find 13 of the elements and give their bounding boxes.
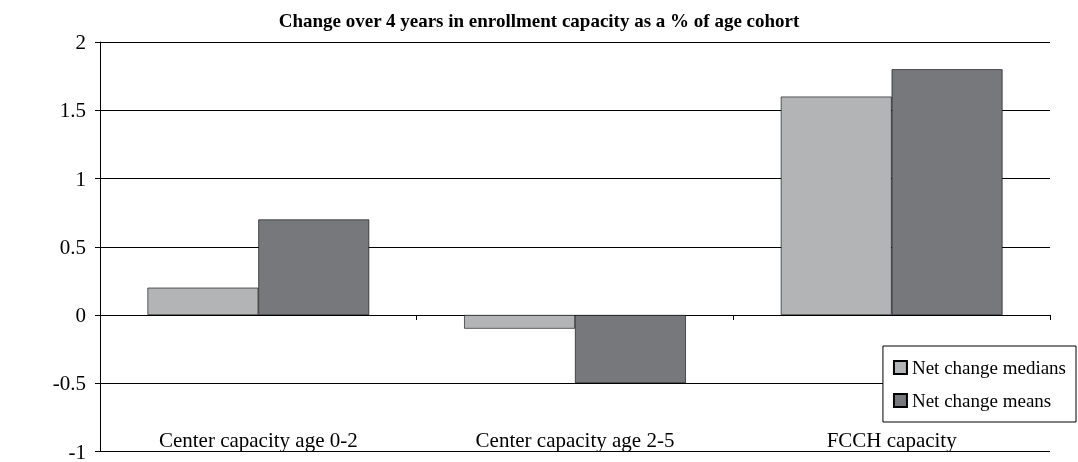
- legend-label: Net change means: [911, 390, 1052, 411]
- y-tick-label: 1: [75, 166, 86, 191]
- y-tick-label: -1: [68, 439, 86, 462]
- x-tick-label: Center capacity age 0-2: [158, 428, 358, 452]
- chart-title: Change over 4 years in enrollment capacity as a % of age cohort: [278, 10, 800, 31]
- y-tick-label: -0.5: [52, 371, 86, 396]
- legend-label: Net change medians: [911, 357, 1067, 378]
- y-tick-label: 0: [75, 303, 86, 327]
- x-tick-label: FCCH capacity: [826, 428, 958, 452]
- y-tick-label: 1.5: [59, 98, 86, 123]
- y-tick-label: 2: [75, 30, 86, 54]
- x-tick-label: Center capacity age 2-5: [475, 428, 675, 452]
- y-tick-label: 0.5: [59, 234, 86, 259]
